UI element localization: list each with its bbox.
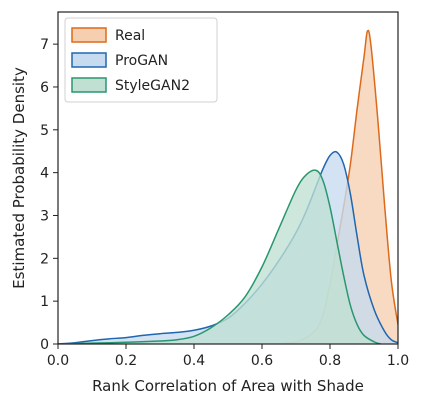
legend-label-stylegan2: StyleGAN2 [115,78,190,94]
y-tick-label: 2 [40,251,49,267]
y-tick-label: 3 [40,208,49,224]
legend-swatch-real [71,27,107,43]
y-tick-label: 0 [40,337,49,353]
plot-frame [57,11,399,345]
series-layer [58,29,398,344]
x-tick-label: 0.8 [319,353,341,369]
legend-label-progan: ProGAN [115,53,168,69]
series-line-stylegan2 [58,169,382,344]
y-tick-label: 6 [40,80,49,96]
x-tick-label: 1.0 [387,353,409,369]
legend-swatch-stylegan2 [71,77,107,93]
series-area-stylegan2 [58,170,381,344]
y-tick-label: 1 [40,294,49,310]
legend: Real ProGAN StyleGAN2 [64,17,218,103]
legend-swatch-progan [71,52,107,68]
y-axis-label: Estimated Probability Density [10,67,28,289]
y-tick-label: 5 [40,123,49,139]
x-tick-label: 0.2 [115,353,137,369]
legend-label-real: Real [115,28,145,44]
x-axis-label: Rank Correlation of Area with Shade [92,377,364,395]
tick-layer: 0.0 0.2 0.4 0.6 0.8 1.0 0 1 2 3 4 5 6 7 [40,37,409,369]
x-tick-label: 0.4 [183,353,205,369]
y-tick-label: 7 [40,37,49,53]
y-tick-label: 4 [40,166,49,182]
x-tick-label: 0.6 [251,353,273,369]
x-tick-label: 0.0 [47,353,69,369]
